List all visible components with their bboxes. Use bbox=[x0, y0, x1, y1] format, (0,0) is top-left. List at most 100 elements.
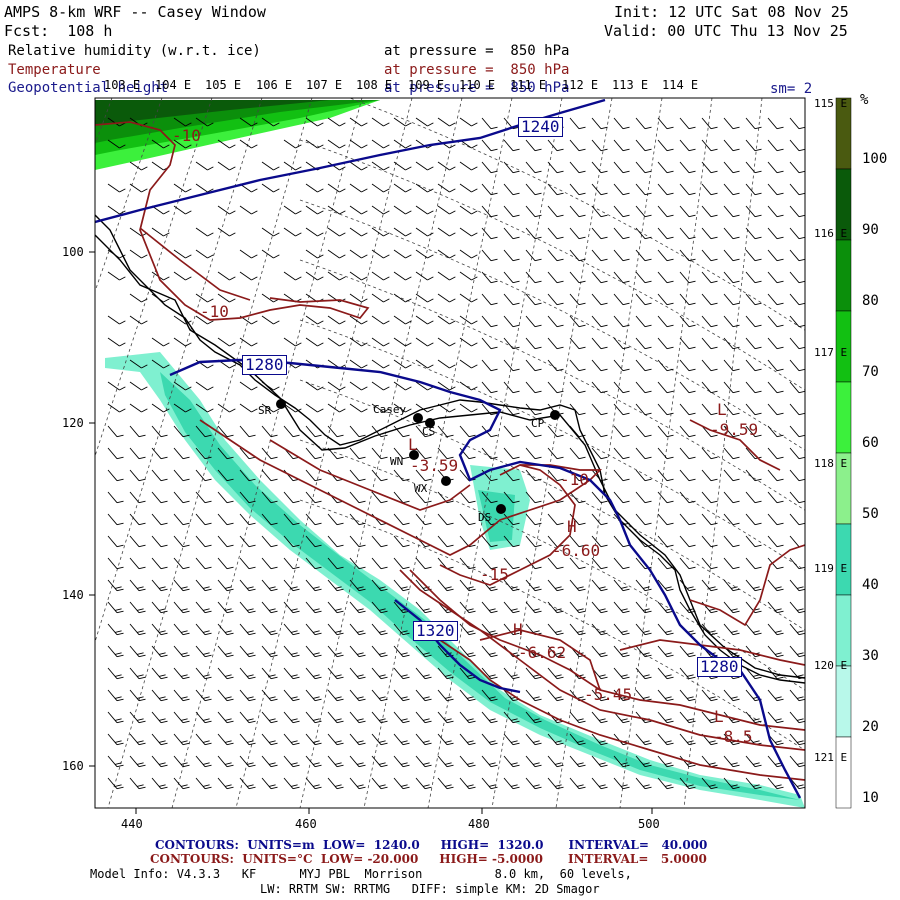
wind-barb bbox=[371, 359, 390, 369]
wind-barb bbox=[569, 579, 586, 592]
wind-barb bbox=[459, 733, 476, 746]
wind-barb bbox=[679, 469, 696, 482]
wind-barb bbox=[745, 513, 762, 526]
wind-barb bbox=[635, 513, 652, 526]
wind-barb bbox=[591, 249, 608, 262]
wind-barb bbox=[481, 469, 498, 482]
wind-barb bbox=[371, 689, 388, 702]
wind-barb bbox=[525, 689, 542, 702]
wind-barb bbox=[569, 381, 586, 394]
wind-barb bbox=[217, 535, 234, 548]
wind-barb bbox=[173, 579, 190, 592]
wind-barb bbox=[635, 447, 652, 460]
wind-barb bbox=[327, 337, 346, 347]
wind-barb bbox=[371, 601, 388, 614]
wind-barb bbox=[679, 337, 696, 350]
x-tick-500: 500 bbox=[638, 817, 660, 831]
wind-barb bbox=[481, 491, 498, 504]
wind-barb bbox=[591, 293, 608, 306]
wind-barb bbox=[327, 403, 346, 413]
wind-barb bbox=[503, 557, 520, 570]
wind-barb bbox=[591, 491, 608, 504]
wind-barb bbox=[701, 205, 718, 218]
station-sr bbox=[276, 399, 286, 409]
wind-barb bbox=[371, 447, 388, 460]
wind-barb bbox=[239, 755, 256, 768]
wind-barb bbox=[415, 733, 432, 746]
colorbar-tick-label: 90 bbox=[862, 222, 879, 239]
wind-barb bbox=[437, 425, 454, 438]
wind-barb bbox=[217, 557, 234, 570]
wind-barb bbox=[393, 337, 412, 347]
wind-barb bbox=[459, 403, 478, 413]
wind-barb bbox=[591, 623, 608, 636]
wind-barb bbox=[437, 249, 456, 259]
label-casey: Casey bbox=[373, 403, 407, 416]
height-label-1280-east: 1280 bbox=[697, 657, 742, 677]
wind-barb bbox=[305, 403, 324, 413]
wind-barb bbox=[459, 513, 476, 526]
wind-barb bbox=[657, 623, 674, 636]
wind-barb bbox=[393, 249, 412, 259]
wind-barb bbox=[481, 777, 498, 790]
wind-barb bbox=[107, 513, 124, 526]
wind-barb bbox=[701, 161, 718, 174]
wind-barb bbox=[195, 359, 214, 369]
wind-barb bbox=[613, 667, 630, 680]
rh-coastal-band bbox=[105, 352, 805, 808]
wind-barb bbox=[393, 117, 412, 127]
wind-barb bbox=[239, 381, 258, 391]
wind-barb bbox=[679, 491, 696, 504]
wind-barb bbox=[261, 557, 278, 570]
wind-barb bbox=[173, 403, 192, 413]
wind-barb bbox=[745, 227, 762, 240]
map-title: AMPS 8-km WRF -- Casey Window bbox=[4, 3, 266, 21]
wind-barb bbox=[547, 777, 564, 790]
wind-barb bbox=[459, 249, 478, 259]
wind-barb bbox=[173, 733, 190, 746]
wind-barb bbox=[349, 381, 368, 391]
wind-barb bbox=[569, 293, 586, 306]
wind-barb bbox=[767, 711, 784, 724]
wind-barb bbox=[261, 293, 280, 303]
wind-barb bbox=[195, 447, 212, 460]
wind-barb bbox=[679, 249, 696, 262]
temp-high-a: H bbox=[567, 517, 577, 536]
wind-barb bbox=[613, 469, 630, 482]
x-tick-460: 460 bbox=[295, 817, 317, 831]
wind-barb bbox=[195, 535, 212, 548]
temp-label-n359: -3.59 bbox=[410, 456, 459, 475]
wind-barb bbox=[349, 535, 366, 548]
parallel-line bbox=[299, 139, 805, 391]
wind-barb bbox=[481, 139, 498, 152]
wind-barb bbox=[767, 359, 784, 372]
wind-barb bbox=[789, 733, 805, 746]
station-cp bbox=[550, 410, 560, 420]
wind-barb bbox=[525, 249, 542, 262]
wind-barb bbox=[107, 689, 124, 702]
wind-barb bbox=[349, 403, 368, 413]
wind-barb bbox=[173, 667, 190, 680]
wind-barb bbox=[305, 183, 324, 193]
wind-barb bbox=[327, 315, 346, 325]
wind-barb bbox=[327, 117, 346, 127]
wind-barb bbox=[569, 447, 586, 460]
wind-barb bbox=[415, 403, 434, 413]
temp-label-n15: -15 bbox=[480, 565, 509, 584]
wind-barb bbox=[547, 447, 564, 460]
wind-barb bbox=[195, 755, 212, 768]
right-lon-label: 121 E bbox=[814, 751, 848, 764]
right-lon-label: 120 E bbox=[814, 659, 848, 672]
wind-barb bbox=[239, 535, 256, 548]
wind-barb bbox=[371, 117, 390, 127]
wind-barb bbox=[415, 667, 432, 680]
wind-barb bbox=[415, 755, 432, 768]
wind-barb bbox=[327, 205, 346, 215]
wind-barb bbox=[349, 689, 366, 702]
wind-barb bbox=[107, 579, 124, 592]
footer-temp-contours: CONTOURS: UNITS=°C LOW= -20.000 HIGH= -5… bbox=[150, 852, 707, 866]
wind-barb bbox=[745, 711, 762, 724]
wind-barb bbox=[437, 733, 454, 746]
wind-barb bbox=[305, 205, 324, 215]
wind-barb bbox=[591, 425, 608, 438]
